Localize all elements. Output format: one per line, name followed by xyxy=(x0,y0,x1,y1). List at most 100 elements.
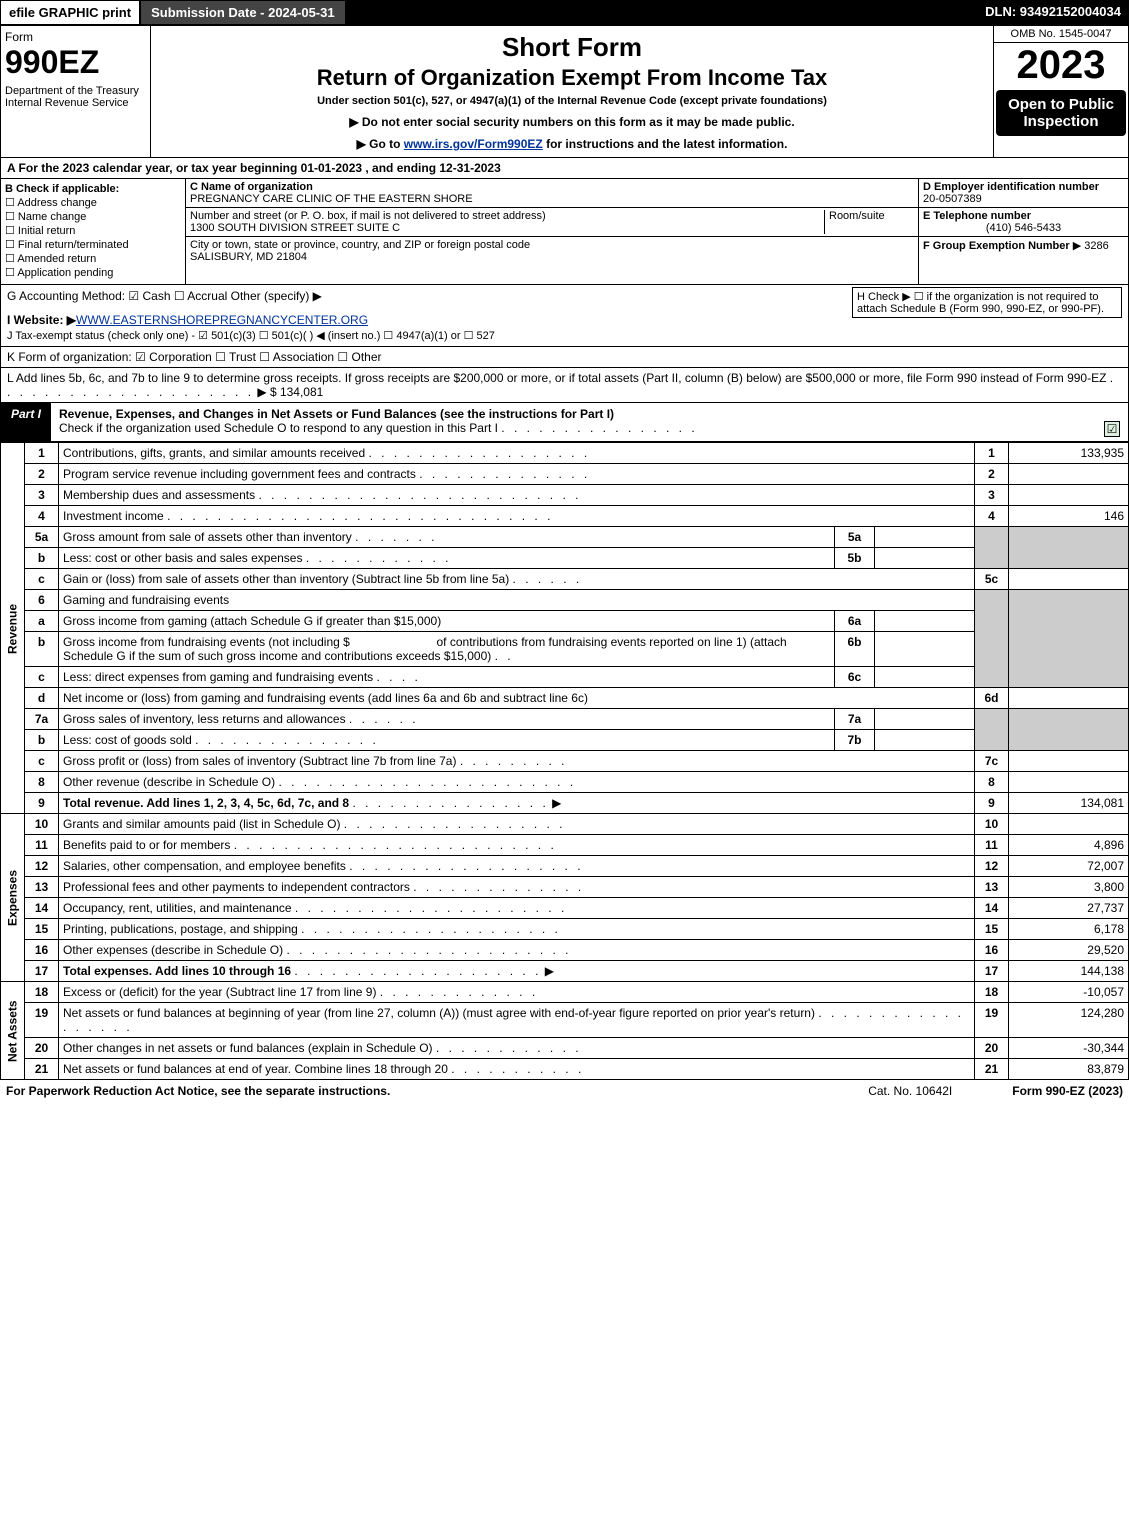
org-addr: 1300 SOUTH DIVISION STREET SUITE C xyxy=(190,222,400,234)
dots: . . . . . . . . . . . . . . . . . . . . … xyxy=(286,943,571,957)
row-l: L Add lines 5b, 6c, and 7b to line 9 to … xyxy=(0,368,1129,403)
ln-14: 14 xyxy=(25,898,59,919)
dots: . . . . . . . . . . . . . . xyxy=(413,880,584,894)
ln-18: 18 xyxy=(25,982,59,1003)
grey-5v xyxy=(1009,527,1129,569)
dots: . . . . . . xyxy=(513,572,583,586)
d-7a: Gross sales of inventory, less returns a… xyxy=(63,712,346,726)
ln-11: 11 xyxy=(25,835,59,856)
d-label: D Employer identification number xyxy=(923,181,1099,193)
chk-initial[interactable]: Initial return xyxy=(5,224,181,237)
grey-6v xyxy=(1009,590,1129,688)
sv-6b xyxy=(875,632,975,667)
dots: . . . . . . . . . . . . . . . xyxy=(195,733,379,747)
chk-final[interactable]: Final return/terminated xyxy=(5,238,181,251)
row-h: H Check ▶ ☐ if the organization is not r… xyxy=(852,287,1122,318)
website-link[interactable]: WWW.EASTERNSHOREPREGNANCYCENTER.ORG xyxy=(76,313,368,327)
lnr-17: 17 xyxy=(975,961,1009,982)
city-label: City or town, state or province, country… xyxy=(190,239,530,251)
d-5b: Less: cost or other basis and sales expe… xyxy=(63,551,302,565)
dots: . . . . . . . . . . . . . . . . . . . . … xyxy=(295,901,567,915)
section-ghij: H Check ▶ ☐ if the organization is not r… xyxy=(0,285,1129,347)
s-6b: 6b xyxy=(835,632,875,667)
amt-3 xyxy=(1009,485,1129,506)
ln-1: 1 xyxy=(25,443,59,464)
amt-16: 29,520 xyxy=(1009,940,1129,961)
grey-5 xyxy=(975,527,1009,569)
sv-6c xyxy=(875,667,975,688)
amt-12: 72,007 xyxy=(1009,856,1129,877)
title-center: Short Form Return of Organization Exempt… xyxy=(151,26,993,157)
part1-table: Revenue 1Contributions, gifts, grants, a… xyxy=(0,442,1129,1080)
irs-link[interactable]: www.irs.gov/Form990EZ xyxy=(404,137,543,151)
lnr-15: 15 xyxy=(975,919,1009,940)
dots: . . . . . . . . . . . . . . . . xyxy=(501,421,697,435)
ln-7a: 7a xyxy=(25,709,59,730)
d-6d: Net income or (loss) from gaming and fun… xyxy=(59,688,975,709)
ln-5a: 5a xyxy=(25,527,59,548)
chk-pending[interactable]: Application pending xyxy=(5,266,181,279)
dots: . . . . . . . . . . . . xyxy=(436,1041,582,1055)
lnr-1: 1 xyxy=(975,443,1009,464)
submission-date: Submission Date - 2024-05-31 xyxy=(140,0,346,25)
dots: . . . . . . . . . . . . . . . . . . xyxy=(368,446,590,460)
dots: . . . . . . . . . . . . . xyxy=(380,985,538,999)
ln-6d: d xyxy=(25,688,59,709)
schedule-o-check[interactable]: ☑ xyxy=(1104,421,1120,437)
footer-left: For Paperwork Reduction Act Notice, see … xyxy=(6,1084,390,1098)
d-5a: Gross amount from sale of assets other t… xyxy=(63,530,352,544)
ln-17: 17 xyxy=(25,961,59,982)
dots: . . . . . . . . . . . . . . . . xyxy=(352,796,548,810)
ln-5b: b xyxy=(25,548,59,569)
ln-6a: a xyxy=(25,611,59,632)
sv-5b xyxy=(875,548,975,569)
dots: . . . . . . . . . . . . . . . . . . . xyxy=(349,859,583,873)
amt-18: -10,057 xyxy=(1009,982,1129,1003)
ln-3: 3 xyxy=(25,485,59,506)
f-label: F Group Exemption Number xyxy=(923,240,1070,252)
chk-address[interactable]: Address change xyxy=(5,196,181,209)
d-6b: Gross income from fundraising events (no… xyxy=(63,635,350,649)
s-6c: 6c xyxy=(835,667,875,688)
d-13: Professional fees and other payments to … xyxy=(63,880,410,894)
tax-year: 2023 xyxy=(994,43,1128,88)
ln-12: 12 xyxy=(25,856,59,877)
lnr-14: 14 xyxy=(975,898,1009,919)
ln-9: 9 xyxy=(25,793,59,814)
form-label: Form xyxy=(5,30,146,44)
ln-7b: b xyxy=(25,730,59,751)
lnr-16: 16 xyxy=(975,940,1009,961)
title-right: OMB No. 1545-0047 2023 Open to Public In… xyxy=(993,26,1128,157)
lnr-5c: 5c xyxy=(975,569,1009,590)
c-name-label: C Name of organization xyxy=(190,181,313,193)
amt-1: 133,935 xyxy=(1009,443,1129,464)
efile-print[interactable]: efile GRAPHIC print xyxy=(0,0,140,25)
footer-center: Cat. No. 10642I xyxy=(868,1084,952,1098)
dln: DLN: 93492152004034 xyxy=(977,0,1129,25)
d-12: Salaries, other compensation, and employ… xyxy=(63,859,346,873)
s-6a: 6a xyxy=(835,611,875,632)
room-suite: Room/suite xyxy=(824,210,914,234)
chk-name[interactable]: Name change xyxy=(5,210,181,223)
ln-20: 20 xyxy=(25,1038,59,1059)
d-10: Grants and similar amounts paid (list in… xyxy=(63,817,340,831)
part1-title: Revenue, Expenses, and Changes in Net As… xyxy=(51,403,1128,441)
d-5c: Gain or (loss) from sale of assets other… xyxy=(63,572,509,586)
d-6: Gaming and fundraising events xyxy=(59,590,975,611)
dots: . . . . . . . . . . . . . . . . . . . . … xyxy=(234,838,557,852)
ln-4: 4 xyxy=(25,506,59,527)
ln-5c: c xyxy=(25,569,59,590)
lnr-18: 18 xyxy=(975,982,1009,1003)
return-title: Return of Organization Exempt From Incom… xyxy=(157,65,987,91)
lnr-12: 12 xyxy=(975,856,1009,877)
part1-tag: Part I xyxy=(1,403,51,441)
row-a-text: A For the 2023 calendar year, or tax yea… xyxy=(7,161,501,175)
side-revenue: Revenue xyxy=(1,443,25,814)
ein: 20-0507389 xyxy=(923,193,982,205)
chk-amended[interactable]: Amended return xyxy=(5,252,181,265)
inst-2: ▶ Go to www.irs.gov/Form990EZ for instru… xyxy=(157,137,987,151)
amt-4: 146 xyxy=(1009,506,1129,527)
amt-8 xyxy=(1009,772,1129,793)
dots: . . xyxy=(495,649,514,663)
sv-7a xyxy=(875,709,975,730)
